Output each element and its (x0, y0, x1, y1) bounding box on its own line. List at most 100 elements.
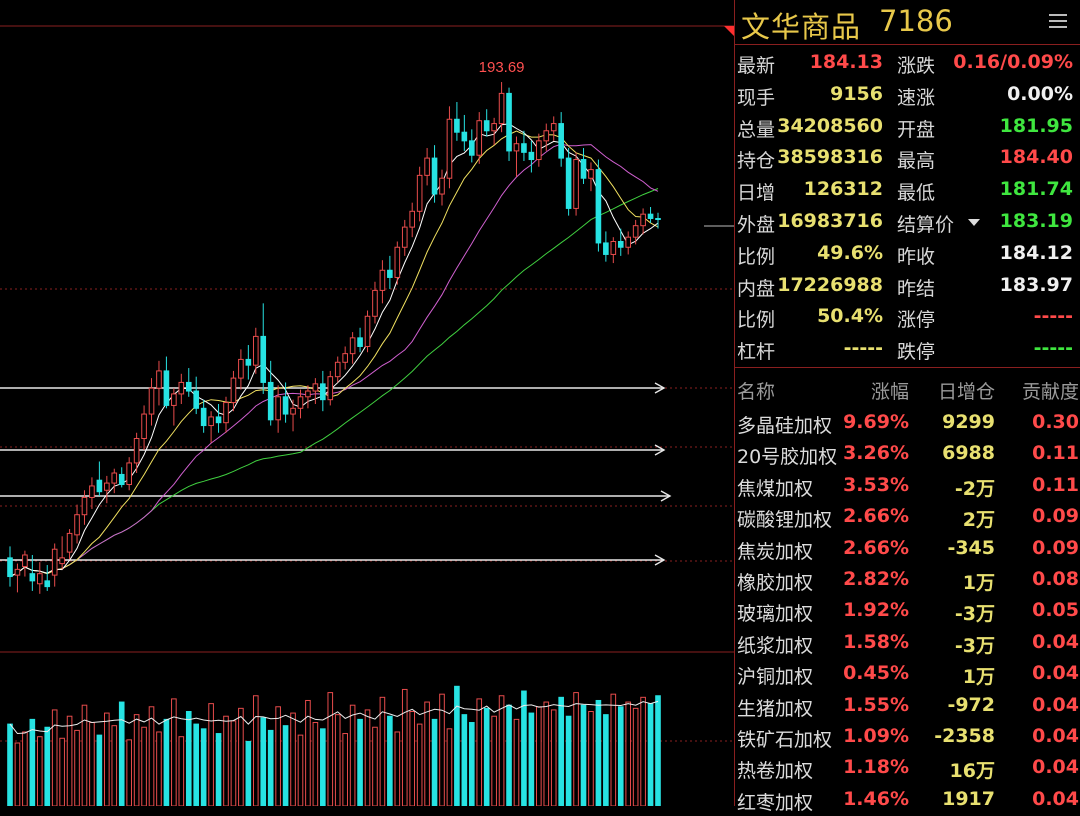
quote-label: 现手 (737, 86, 776, 109)
table-row[interactable]: 多晶硅加权 9.69% 9299 0.30 (735, 408, 1080, 439)
volume-bar (297, 734, 304, 806)
col-pct[interactable]: 涨幅 (870, 381, 909, 403)
volume-bar (59, 737, 65, 806)
quote-label: 最高 (897, 150, 936, 173)
volume-bar (580, 704, 587, 806)
candle-body (506, 92, 512, 152)
candle-body (625, 236, 632, 248)
contrib-table: 多晶硅加权 9.69% 9299 0.30 20号胶加权 3.26% 6988 0.11 焦煤加… (735, 408, 1080, 816)
candle-body (632, 225, 639, 238)
row-contrib: 0.30 (1032, 411, 1079, 433)
candle-body (357, 337, 363, 347)
quote-value: 183.97 (999, 273, 1073, 296)
quote-label: 昨结 (897, 277, 936, 300)
row-contrib: 0.04 (1032, 756, 1079, 779)
volume-bar (334, 714, 341, 806)
arrow-head-icon (654, 554, 666, 566)
candle-body (617, 240, 624, 248)
row-name: 热卷加权 (737, 760, 814, 783)
table-row[interactable]: 纸浆加权 1.58% -3万 0.04 (735, 628, 1080, 659)
volume-bar (632, 707, 639, 806)
volume-bar (573, 692, 579, 806)
volume-bar (260, 717, 267, 806)
row-contrib: 0.11 (1032, 473, 1079, 496)
dropdown-caret-icon[interactable] (968, 219, 980, 226)
row-contrib: 0.09 (1032, 505, 1079, 528)
row-contrib: 0.11 (1032, 442, 1079, 465)
table-row[interactable]: 沪铜加权 0.45% 1万 0.04 (735, 659, 1080, 690)
volume-bar (111, 725, 118, 806)
row-pct: 1.55% (843, 693, 909, 716)
table-row[interactable]: 焦煤加权 3.53% -2万 0.11 (735, 471, 1080, 502)
candle-body (200, 407, 207, 427)
candle-body (66, 532, 73, 553)
candle-body (252, 335, 259, 366)
table-row[interactable]: 红枣加权 1.46% 1917 0.04 (735, 785, 1080, 816)
candle-body (297, 396, 304, 409)
candle-body (603, 242, 609, 255)
col-inc[interactable]: 日增仓 (937, 381, 995, 403)
candle-body (372, 289, 378, 317)
candle-body (558, 123, 564, 159)
col-name[interactable]: 名称 (737, 381, 776, 403)
table-row[interactable]: 焦炭加权 2.66% -345 0.09 (735, 534, 1080, 565)
kline-chart-area[interactable]: 193.69 (0, 0, 734, 806)
candle-body (238, 358, 244, 379)
row-name: 沪铜加权 (737, 666, 814, 689)
quote-row: 杠杆 ----- 跌停 ----- (735, 333, 1080, 364)
volume-bar (513, 718, 520, 806)
quote-value: 0.16/0.09% (953, 51, 1073, 73)
candle-body (521, 143, 527, 153)
row-name: 多晶硅加权 (737, 415, 833, 437)
volume-bar (230, 720, 237, 806)
volume-bar (148, 706, 155, 806)
volume-bar (245, 740, 252, 806)
volume-bar (89, 722, 95, 806)
table-row[interactable]: 铁矿石加权 1.09% -2358 0.04 (735, 722, 1080, 753)
row-pct: 1.09% (843, 724, 909, 747)
candle-body (51, 548, 58, 576)
col-contrib[interactable]: 贡献度 (1021, 381, 1079, 403)
quote-row: 外盘 16983716 结算价 183.19 (735, 206, 1080, 237)
quote-row: 总量 34208560 开盘 181.95 (735, 111, 1080, 142)
candle-body (14, 568, 21, 576)
contrib-table-header: 名称 涨幅 日增仓 贡献度 (735, 368, 1080, 408)
candle-body (446, 118, 453, 179)
quote-value: 17226988 (777, 273, 883, 296)
candle-body (193, 390, 200, 409)
quote-value: 126312 (803, 178, 883, 201)
candle-body (141, 413, 147, 440)
candle-body (655, 217, 661, 220)
row-inc: 1万 (962, 666, 995, 689)
row-name: 玻璃加权 (737, 603, 814, 626)
table-row[interactable]: 碳酸锂加权 2.66% 2万 0.09 (735, 502, 1080, 533)
row-contrib: 0.04 (1032, 630, 1079, 653)
volume-bar (655, 695, 661, 806)
volume-bar (223, 715, 229, 806)
candle-body (22, 554, 28, 567)
quote-label: 比例 (737, 245, 776, 268)
quote-value: 49.6% (817, 241, 883, 264)
table-row[interactable]: 生猪加权 1.55% -972 0.04 (735, 691, 1080, 722)
quote-value: ----- (843, 337, 883, 360)
quote-label: 持仓 (737, 150, 776, 173)
menu-icon[interactable] (1049, 14, 1067, 32)
table-row[interactable]: 橡胶加权 2.82% 1万 0.08 (735, 565, 1080, 596)
kline-chart[interactable]: 193.69 (0, 0, 734, 806)
row-inc: -3万 (954, 634, 995, 657)
row-pct: 2.66% (843, 536, 909, 559)
candle-body (171, 393, 177, 406)
quote-value: 50.4% (817, 305, 883, 328)
volume-bar (215, 733, 222, 806)
volume-bar (29, 718, 36, 806)
volume-bar (290, 712, 296, 806)
table-row[interactable]: 20号胶加权 3.26% 6988 0.11 (735, 439, 1080, 470)
row-pct: 1.92% (843, 599, 909, 622)
row-name: 碳酸锂加权 (737, 509, 833, 532)
candle-body (528, 151, 535, 161)
volume-bar (193, 723, 200, 806)
instrument-header: 文华商品 7186 (735, 0, 1080, 45)
table-row[interactable]: 热卷加权 1.18% 16万 0.04 (735, 753, 1080, 784)
table-row[interactable]: 玻璃加权 1.92% -3万 0.05 (735, 596, 1080, 627)
candle-body (133, 438, 140, 464)
